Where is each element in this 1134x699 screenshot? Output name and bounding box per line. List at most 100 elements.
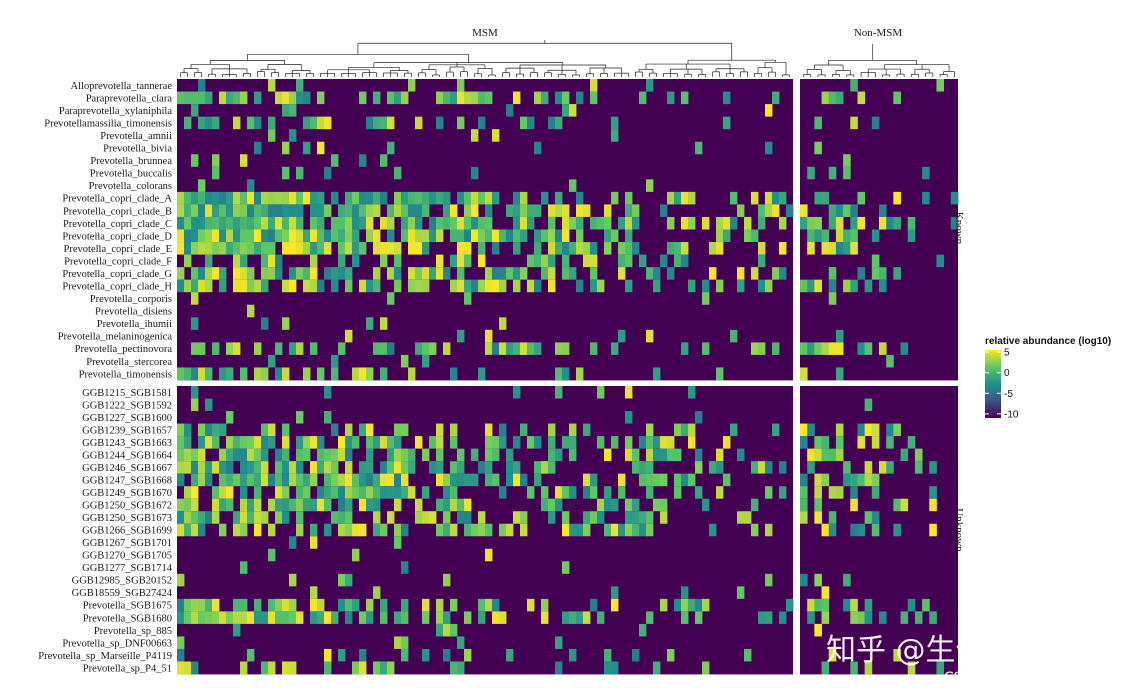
heatmap-cell [534, 141, 542, 155]
heatmap-cell [850, 204, 858, 218]
heatmap-cell [191, 473, 199, 487]
heatmap-cell [653, 661, 661, 675]
heatmap-cell [268, 598, 276, 612]
heatmap-cell [282, 436, 290, 450]
heatmap-cell [772, 423, 780, 437]
heatmap-cell [198, 229, 206, 243]
row-label: GGB1215_SGB1581 [82, 388, 172, 399]
heatmap-cell [485, 523, 493, 537]
heatmap-cell [702, 292, 710, 306]
heatmap-cell [513, 461, 521, 475]
heatmap-cell [800, 486, 808, 500]
heatmap-cell [590, 254, 598, 268]
heatmap-cell [632, 448, 640, 462]
heatmap-cell [366, 486, 374, 500]
heatmap-cell [198, 116, 206, 130]
heatmap-cell [716, 367, 724, 381]
heatmap-cell [184, 91, 192, 105]
heatmap-cell [205, 367, 213, 381]
heatmap-cell [464, 292, 472, 306]
heatmap-cell [506, 648, 514, 662]
row-label: Prevotella_melaninogenica [58, 332, 173, 343]
heatmap-cell [268, 473, 276, 487]
heatmap-cell [800, 511, 808, 525]
heatmap-cell [850, 598, 858, 612]
heatmap-cell [408, 229, 416, 243]
heatmap-cell [914, 461, 923, 475]
heatmap-cell [800, 342, 808, 356]
heatmap-cell [261, 216, 269, 230]
heatmap-cell [198, 242, 206, 255]
heatmap-cell [835, 229, 844, 243]
heatmap-cell [534, 461, 542, 475]
heatmap-row-background [177, 623, 793, 637]
heatmap-cell [583, 204, 591, 218]
heatmap-cell [338, 648, 346, 662]
heatmap-cell [240, 523, 248, 537]
heatmap-cell [394, 254, 402, 268]
heatmap-cell [478, 611, 486, 625]
heatmap-cell [457, 636, 465, 650]
heatmap-cell [779, 611, 787, 625]
heatmap-cell [177, 216, 185, 230]
heatmap-row-background [800, 329, 958, 343]
heatmap-cell [457, 191, 465, 205]
heatmap-cell [583, 473, 591, 487]
heatmap-cell [492, 436, 500, 450]
heatmap-cell [261, 279, 269, 293]
heatmap-cell [401, 648, 409, 662]
heatmap-cell [268, 79, 276, 92]
heatmap-cell [800, 498, 808, 512]
heatmap-cell [352, 367, 360, 381]
heatmap-cell [922, 598, 930, 612]
heatmap-cell [779, 242, 787, 255]
row-label: Prevotella_copri_clade_A [62, 194, 172, 205]
heatmap-cell [352, 191, 360, 205]
heatmap-cell [534, 229, 542, 243]
heatmap-cell [408, 242, 416, 255]
heatmap-cell [359, 91, 367, 105]
heatmap-cell [380, 473, 388, 487]
heatmap-cell [492, 267, 500, 281]
heatmap-cell [583, 242, 591, 255]
heatmap-cell [857, 191, 866, 205]
heatmap-cell [233, 511, 241, 525]
heatmap-cell [800, 279, 808, 293]
heatmap-cell [282, 141, 290, 155]
heatmap-cell [597, 611, 605, 625]
heatmap-cell [765, 204, 773, 218]
heatmap-cell [879, 461, 887, 475]
heatmap-cell [450, 498, 458, 512]
heatmap-cell [604, 661, 612, 675]
heatmap-cell [807, 216, 815, 230]
heatmap-cell [177, 636, 185, 650]
heatmap-cell [814, 498, 822, 512]
heatmap-cell [871, 523, 880, 537]
heatmap-cell [198, 91, 206, 105]
heatmap-cell [324, 648, 332, 662]
heatmap-cell [408, 279, 416, 293]
row-group-unknown: Unknown [953, 508, 965, 552]
heatmap-cell [611, 498, 619, 512]
heatmap-cell [296, 411, 304, 424]
heatmap-cell [219, 229, 227, 243]
heatmap-cell [779, 486, 787, 500]
heatmap-cell [541, 486, 549, 500]
heatmap-cell [527, 486, 535, 500]
heatmap-cell [548, 229, 556, 243]
legend-tick-label: -10 [1004, 409, 1019, 420]
heatmap-cell [198, 511, 206, 525]
heatmap-cell [240, 367, 248, 381]
heatmap-cell [541, 254, 549, 268]
heatmap-cell [555, 191, 563, 205]
heatmap-cell [184, 216, 192, 230]
heatmap-cell [415, 498, 423, 512]
heatmap-cell [345, 216, 353, 230]
row-label: Prevotella_SGB1680 [83, 613, 172, 624]
heatmap-cell [247, 611, 255, 625]
heatmap-cell [590, 511, 598, 525]
heatmap-cell [205, 267, 213, 281]
heatmap-cell [492, 129, 500, 143]
row-label: Prevotella_stercorea [86, 357, 172, 368]
heatmap-cell [289, 229, 297, 243]
